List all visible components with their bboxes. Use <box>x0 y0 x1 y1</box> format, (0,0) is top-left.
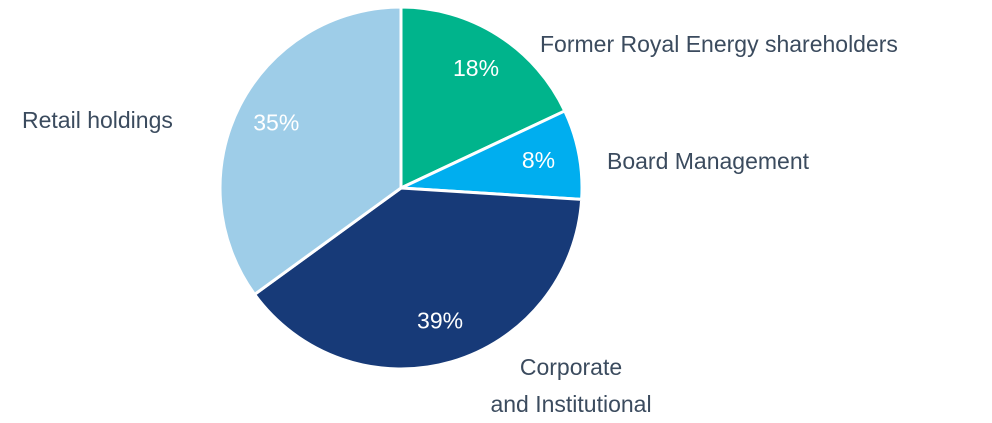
slice-percent-label: 8% <box>522 147 555 173</box>
pie-slice <box>218 5 403 297</box>
pie-slice <box>400 108 584 201</box>
slice-percent-label: 35% <box>253 110 299 136</box>
slice-percent-label: 39% <box>417 308 463 334</box>
slice-percent-label: 18% <box>453 55 499 81</box>
category-label: Retail holdings <box>22 107 173 133</box>
category-label: Board Management <box>607 148 810 174</box>
category-label: Corporate and Institutional <box>490 354 652 417</box>
pie-slice <box>399 5 567 191</box>
pie-slice <box>252 186 584 371</box>
category-label: Former Royal Energy shareholders <box>540 31 898 57</box>
